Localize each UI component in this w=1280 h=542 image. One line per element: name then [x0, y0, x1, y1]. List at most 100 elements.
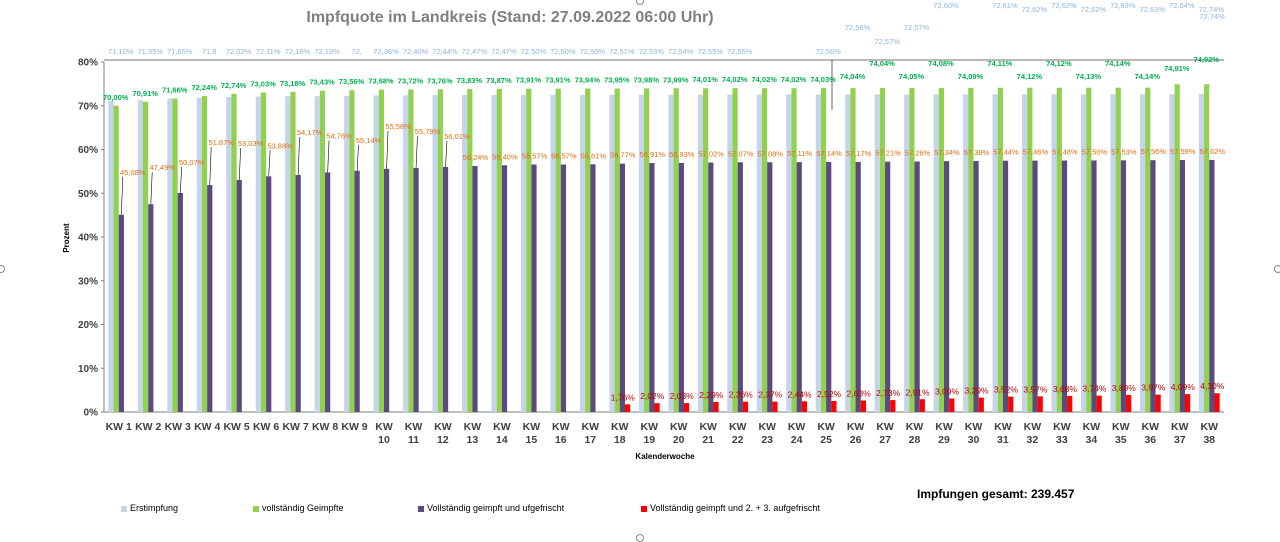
data-label: 73,91%	[516, 76, 542, 85]
bar-erstimpfung	[255, 96, 261, 413]
data-label: 73,95%	[604, 76, 630, 85]
bar-aufgefrischt	[560, 164, 567, 412]
data-label: 2,02%	[640, 391, 665, 401]
data-label: 72,63%	[1110, 1, 1136, 10]
x-tick-label: KW 24	[788, 421, 806, 446]
data-label: 56,77%	[610, 151, 636, 160]
chart-title: Impfquote im Landkreis (Stand: 27.09.202…	[306, 9, 714, 26]
leader-line	[238, 147, 241, 181]
data-label: 74,92%	[1194, 55, 1220, 64]
data-label: 56,93%	[669, 150, 695, 159]
data-label: 74,04%	[840, 72, 866, 81]
x-tick-label: KW 26	[847, 421, 865, 446]
bar-aufgefrischt	[619, 163, 625, 412]
data-label: 72,55%	[727, 47, 753, 56]
bar-aufgefrischt	[1120, 160, 1127, 412]
bar-zweifach-aufgefrischt	[1184, 394, 1191, 412]
bar-erstimpfung	[462, 94, 468, 412]
data-label: 55,58%	[385, 122, 411, 131]
bar-vollstaendig	[673, 88, 679, 412]
data-label: 57,59%	[1170, 147, 1196, 156]
data-label: 73,76%	[427, 76, 453, 85]
bar-vollstaendig	[231, 93, 237, 412]
leader-line	[445, 140, 448, 167]
legend-label: Vollständig geimpft und ufgefrischt	[427, 503, 565, 513]
bar-zweifach-aufgefrischt	[860, 400, 866, 412]
data-label: 72,51%	[609, 47, 635, 56]
data-label: 72,64%	[1169, 1, 1195, 10]
data-label: 56,57%	[522, 152, 548, 161]
bar-zweifach-aufgefrischt	[713, 401, 719, 412]
y-tick-label: 80%	[78, 58, 98, 69]
bar-erstimpfung	[1022, 94, 1028, 412]
resize-handle-right[interactable]	[1274, 265, 1280, 273]
data-label: 73,72%	[398, 77, 424, 86]
data-label: 74,02%	[722, 75, 748, 84]
data-label: 54,76%	[326, 131, 352, 140]
legend-item-erstimpfung: Erstimpfung	[121, 503, 178, 513]
x-tick-label: KW 30	[965, 421, 983, 446]
data-label: 72,44%	[432, 47, 458, 56]
data-label: 73,87%	[486, 76, 512, 85]
bar-erstimpfung	[756, 94, 762, 413]
data-label: 73,43%	[309, 78, 335, 87]
data-label: 57,14%	[816, 149, 842, 158]
data-label: 57,02%	[698, 150, 724, 159]
data-label: 56,40%	[492, 152, 518, 161]
bar-erstimpfung	[137, 99, 144, 412]
data-label: 3,09%	[935, 387, 960, 397]
bar-aufgefrischt	[1209, 159, 1215, 412]
x-axis-label: Kalenderwoche	[635, 452, 695, 461]
data-label: 3,29%	[964, 386, 989, 396]
data-label: 71,66%	[162, 86, 188, 95]
bar-vollstaendig	[820, 88, 827, 413]
legend-label: Vollständig geimpft und 2. + 3. aufgefri…	[650, 503, 820, 513]
bar-zweifach-aufgefrischt	[742, 401, 749, 412]
bar-aufgefrischt	[944, 161, 950, 412]
bar-erstimpfung	[432, 95, 438, 412]
bar-erstimpfung	[1198, 93, 1205, 412]
y-tick-label: 30%	[78, 276, 98, 287]
bar-vollstaendig	[349, 90, 355, 413]
data-label: 72,19%	[314, 47, 340, 56]
bar-vollstaendig	[496, 88, 502, 412]
data-label: 73,18%	[280, 79, 306, 88]
x-tick-label: KW 36	[1142, 421, 1160, 446]
data-label: 56,61%	[581, 151, 607, 160]
y-tick-label: 50%	[78, 189, 98, 200]
data-label: 72,61%	[992, 1, 1018, 10]
data-label: 74,09%	[958, 72, 984, 81]
bar-zweifach-aufgefrischt	[654, 403, 660, 412]
bar-vollstaendig	[879, 88, 886, 412]
bar-aufgefrischt	[885, 161, 891, 412]
bar-erstimpfung	[550, 94, 556, 412]
bar-vollstaendig	[172, 98, 178, 413]
data-label: 3,89%	[1112, 383, 1137, 393]
bar-aufgefrischt	[796, 162, 802, 412]
bar-erstimpfung	[167, 98, 173, 412]
data-label: 74,03%	[810, 75, 836, 84]
leader-line	[297, 136, 300, 176]
leader-line	[150, 172, 153, 205]
bar-erstimpfung	[1080, 94, 1087, 412]
bar-zweifach-aufgefrischt	[831, 400, 837, 412]
data-label: 72,56%	[845, 23, 871, 32]
bar-aufgefrischt	[708, 162, 714, 412]
data-label: 1,76%	[611, 392, 636, 402]
x-tick-label: KW 21	[699, 421, 717, 446]
bar-vollstaendig	[378, 89, 384, 413]
bar-aufgefrischt	[148, 204, 154, 412]
y-tick-label: 40%	[78, 233, 98, 244]
bar-vollstaendig	[555, 88, 561, 412]
resize-handle-left[interactable]	[0, 265, 5, 273]
bar-erstimpfung	[491, 94, 497, 412]
data-label: 3,52%	[994, 385, 1019, 395]
bar-erstimpfung	[727, 94, 733, 412]
data-label: 56,57%	[551, 152, 577, 161]
data-label: 57,21%	[875, 149, 901, 158]
x-tick-label: KW 11	[405, 421, 423, 446]
resize-handle-top[interactable]	[636, 0, 644, 5]
bar-erstimpfung	[1139, 94, 1146, 413]
bar-vollstaendig	[791, 88, 797, 412]
